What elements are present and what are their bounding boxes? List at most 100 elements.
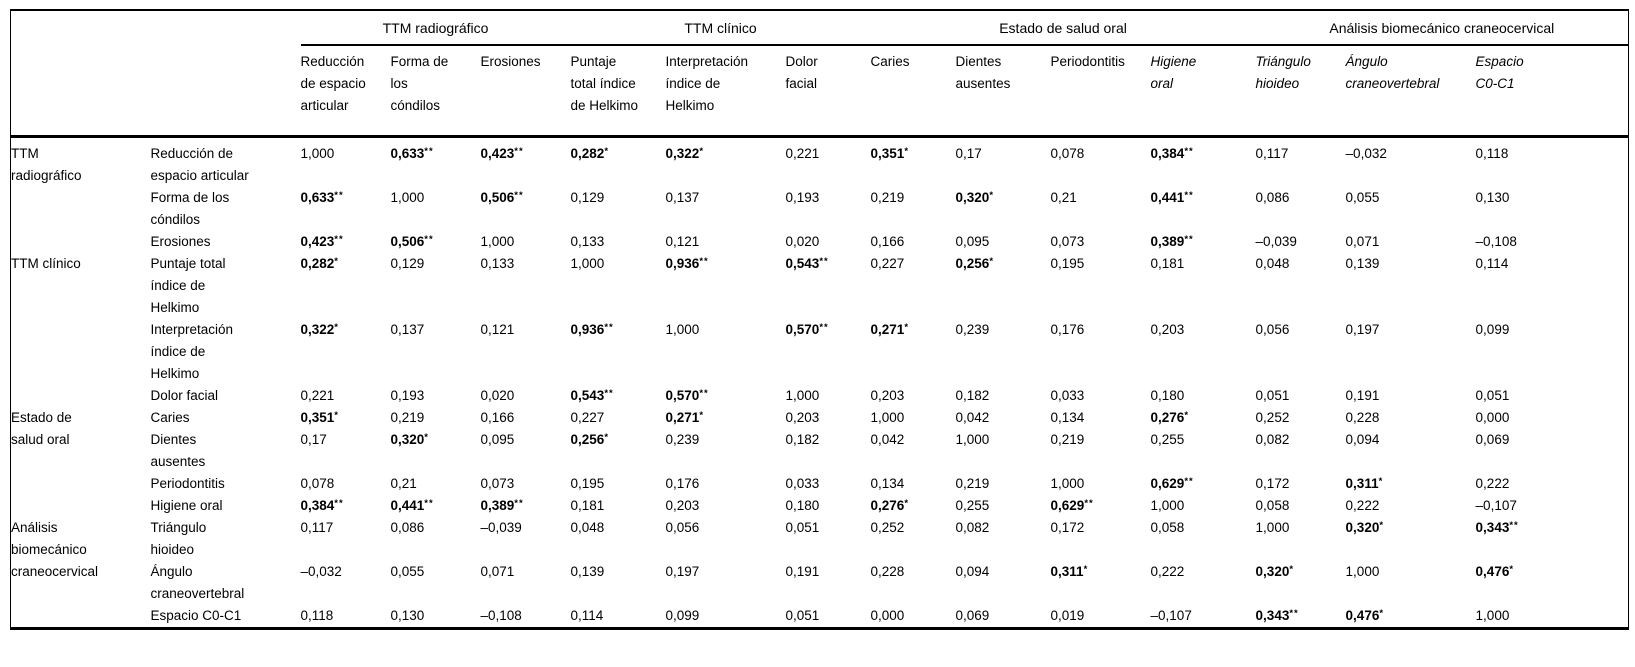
significance-stars: * [1379,608,1385,619]
correlation-cell: 0,219 [1050,432,1085,447]
significance-stars: * [699,410,705,421]
correlation-cell: 0,000 [870,608,905,623]
significance-stars: ** [514,146,524,157]
correlation-cell: 0,320* [390,432,429,447]
significance-stars: ** [699,256,709,267]
correlation-cell: 0,239 [955,322,990,337]
correlation-cell: 1,000 [1150,498,1185,513]
row-label: Dolor facial [150,388,219,403]
correlation-cell: 0,193 [785,190,820,205]
correlation-cell: 0,282* [570,146,610,161]
significance-stars: ** [334,234,344,245]
correlation-cell: 0,282* [300,256,339,271]
row-label: Triángulo hioideo [150,520,207,557]
correlation-cell: 0,570** [665,388,709,403]
correlation-cell: 0,137 [665,190,700,205]
significance-stars: * [424,432,429,443]
correlation-cell: 0,019 [1050,608,1085,623]
correlation-cell: 0,255 [955,498,990,513]
correlation-cell: 0,056 [1255,322,1290,337]
table-row: Erosiones 0,423** 0,506** 1,000 0,133 0,121 0,… [11,231,1629,253]
correlation-cell: 0,042 [955,410,990,425]
row-group-label: Estado de salud oral [11,410,72,447]
significance-stars: * [989,256,995,267]
correlation-cell: –0,108 [480,608,522,623]
correlation-cell: 0,629** [1150,476,1194,491]
correlation-cell: 1,000 [665,322,700,337]
row-group-label: TTM clínico [11,256,81,271]
correlation-cell: 0,071 [480,564,515,579]
correlation-cell: 1,000 [785,388,820,403]
significance-stars: ** [1184,234,1194,245]
correlation-cell: 0,423** [480,146,524,161]
column-header-row: Reducción de espacio articular Forma de … [10,45,1629,138]
correlation-cell: 0,130 [390,608,425,623]
correlation-cell: 0,21 [1050,190,1077,205]
correlation-cell: 0,130 [1475,190,1510,205]
correlation-cell: 0,069 [1475,432,1510,447]
correlation-cell: 0,219 [955,476,990,491]
correlation-cell: 1,000 [570,256,605,271]
correlation-cell: 0,182 [785,432,820,447]
correlation-cell: 0,195 [570,476,605,491]
correlation-cell: 1,000 [1255,520,1290,535]
correlation-cell: –0,107 [1475,498,1517,513]
row-group-label: Análisis biomecánico craneocervical [11,520,99,579]
correlation-table-page: TTM radiográfico TTM clínico Estado de s… [0,9,1635,667]
correlation-cell: 0,180 [785,498,820,513]
significance-stars: ** [424,498,434,509]
correlation-cell: 0,228 [870,564,905,579]
correlation-cell: 0,166 [480,410,515,425]
row-label: Erosiones [150,234,211,249]
correlation-cell: 0,082 [955,520,990,535]
significance-stars: ** [1184,476,1194,487]
correlation-cell: 0,139 [570,564,605,579]
col-group-estado-salud-oral: Estado de salud oral [870,10,1256,46]
significance-stars: ** [514,498,524,509]
correlation-cell: 0,256* [955,256,995,271]
col-header: Periodontitis [1050,45,1151,138]
correlation-cell: 0,133 [570,234,605,249]
row-label: Reducción de espacio articular [150,146,249,183]
correlation-cell: 0,000 [1475,410,1510,425]
significance-stars: * [1083,564,1089,575]
correlation-cell: 0,203 [1150,322,1185,337]
significance-stars: ** [334,498,344,509]
correlation-cell: 0,056 [665,520,700,535]
correlation-cell: 0,256* [570,432,610,447]
correlation-cell: 0,095 [955,234,990,249]
significance-stars: * [904,498,910,509]
correlation-cell: 0,389** [1150,234,1194,249]
correlation-cell: 0,094 [1345,432,1380,447]
row-label: Caries [150,410,190,425]
significance-stars: ** [699,388,709,399]
col-header: Forma de los cóndilos [390,45,481,138]
significance-stars: ** [1509,520,1519,531]
table-body: TTM radiográfico Reducción de espacio art… [11,137,1629,629]
correlation-cell: 0,134 [1050,410,1085,425]
correlation-cell: 0,239 [665,432,700,447]
correlation-cell: 1,000 [955,432,990,447]
correlation-cell: 1,000 [1475,608,1510,623]
correlation-cell: 0,543** [785,256,829,271]
correlation-cell: 0,219 [390,410,425,425]
correlation-cell: 0,114 [570,608,604,623]
correlation-cell: 0,351* [300,410,339,425]
correlation-cell: 0,078 [300,476,335,491]
correlation-cell: 0,055 [390,564,425,579]
correlation-cell: 0,118 [1475,146,1509,161]
correlation-cell: –0,032 [300,564,342,579]
significance-stars: ** [819,322,829,333]
correlation-cell: 0,094 [955,564,990,579]
col-header: Espacio C0-C1 [1475,45,1629,138]
correlation-cell: 0,121 [480,322,515,337]
correlation-cell: 0,351* [870,146,910,161]
correlation-cell: 0,222 [1345,498,1380,513]
row-label: Forma de los cóndilos [150,190,230,227]
correlation-cell: 0,051 [785,608,820,623]
correlation-cell: 0,423** [300,234,344,249]
correlation-cell: 0,320* [955,190,995,205]
correlation-cell: 0,389** [480,498,524,513]
correlation-cell: 0,182 [955,388,990,403]
significance-stars: ** [1289,608,1299,619]
